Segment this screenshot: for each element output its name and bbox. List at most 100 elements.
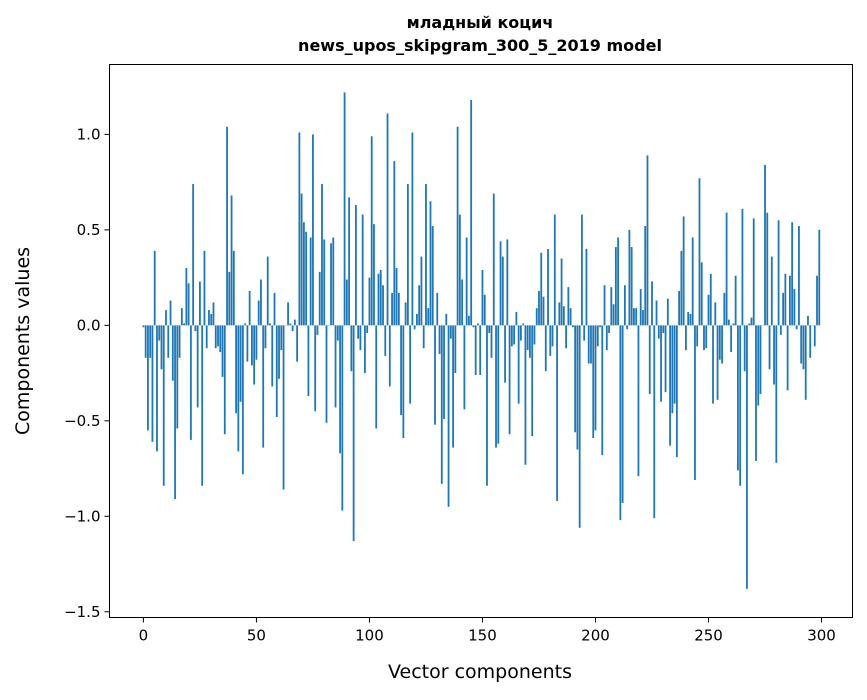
bar <box>152 325 154 441</box>
bar <box>204 251 206 325</box>
bar <box>554 215 556 326</box>
bar <box>567 287 569 325</box>
bar <box>149 325 151 357</box>
bar <box>364 325 366 373</box>
bar <box>165 310 167 325</box>
y-tick-label: −0.5 <box>64 412 100 430</box>
bar <box>619 325 621 520</box>
bar <box>161 325 163 369</box>
bar <box>262 325 264 447</box>
bar <box>375 325 377 428</box>
bar <box>432 226 434 325</box>
bar <box>766 213 768 326</box>
bar <box>303 222 305 325</box>
bar <box>615 247 617 325</box>
bar <box>353 325 355 541</box>
bar <box>249 291 251 325</box>
bar <box>748 323 750 325</box>
bar <box>405 302 407 325</box>
bar <box>764 165 766 325</box>
bar <box>719 325 721 359</box>
bar <box>319 272 321 325</box>
bar <box>649 325 651 394</box>
y-axis-label: Components values <box>12 247 34 435</box>
bar <box>452 325 454 447</box>
bar <box>246 325 248 361</box>
bar <box>732 323 734 325</box>
bar <box>794 289 796 325</box>
bar <box>305 232 307 326</box>
bar <box>224 325 226 434</box>
bar <box>660 325 662 401</box>
bar <box>308 325 310 396</box>
bar <box>228 272 230 325</box>
bar <box>373 224 375 325</box>
bar <box>717 325 719 399</box>
bar <box>814 325 816 346</box>
bar <box>536 308 538 325</box>
bar <box>477 323 479 325</box>
bar <box>289 323 291 325</box>
bar <box>504 325 506 382</box>
bar <box>448 325 450 506</box>
bar <box>219 325 221 352</box>
bar <box>323 239 325 325</box>
x-tick-label: 200 <box>581 627 610 645</box>
bar <box>210 314 212 325</box>
bar <box>730 325 732 352</box>
bar <box>690 314 692 325</box>
bar <box>454 325 456 373</box>
bar <box>640 289 642 325</box>
bar <box>441 325 443 483</box>
bar <box>683 216 685 325</box>
bar <box>235 325 237 413</box>
bar <box>348 197 350 325</box>
bar <box>280 325 282 350</box>
bar <box>604 285 606 325</box>
bar <box>742 209 744 325</box>
bar <box>798 226 800 325</box>
bar <box>647 155 649 325</box>
bar <box>174 325 176 499</box>
bar <box>631 247 633 325</box>
bar <box>183 323 185 325</box>
bar <box>156 325 158 451</box>
bar <box>773 325 775 384</box>
bar <box>423 325 425 348</box>
bar <box>592 325 594 438</box>
x-tick-label: 100 <box>355 627 384 645</box>
bar <box>416 314 418 325</box>
bar <box>791 222 793 325</box>
bar <box>662 325 664 333</box>
bar <box>344 92 346 325</box>
bar <box>201 325 203 485</box>
bar <box>260 280 262 326</box>
bar <box>746 325 748 589</box>
bar <box>685 325 687 350</box>
bar <box>199 281 201 325</box>
bar <box>208 310 210 325</box>
bar <box>628 230 630 325</box>
bar <box>421 257 423 326</box>
bar <box>590 325 592 363</box>
bar <box>644 226 646 325</box>
bar <box>710 274 712 326</box>
bar <box>757 325 759 405</box>
bar <box>335 325 337 407</box>
bar <box>744 325 746 371</box>
bar <box>339 325 341 453</box>
bar <box>459 215 461 326</box>
bar <box>723 293 725 325</box>
bar <box>179 325 181 357</box>
bar <box>450 325 452 338</box>
bar <box>414 325 416 329</box>
bar <box>143 325 145 327</box>
bar <box>816 276 818 326</box>
bar <box>231 195 233 325</box>
bar <box>244 323 246 325</box>
bar <box>493 194 495 326</box>
bar <box>511 325 513 346</box>
bar <box>680 251 682 325</box>
bar <box>547 249 549 325</box>
